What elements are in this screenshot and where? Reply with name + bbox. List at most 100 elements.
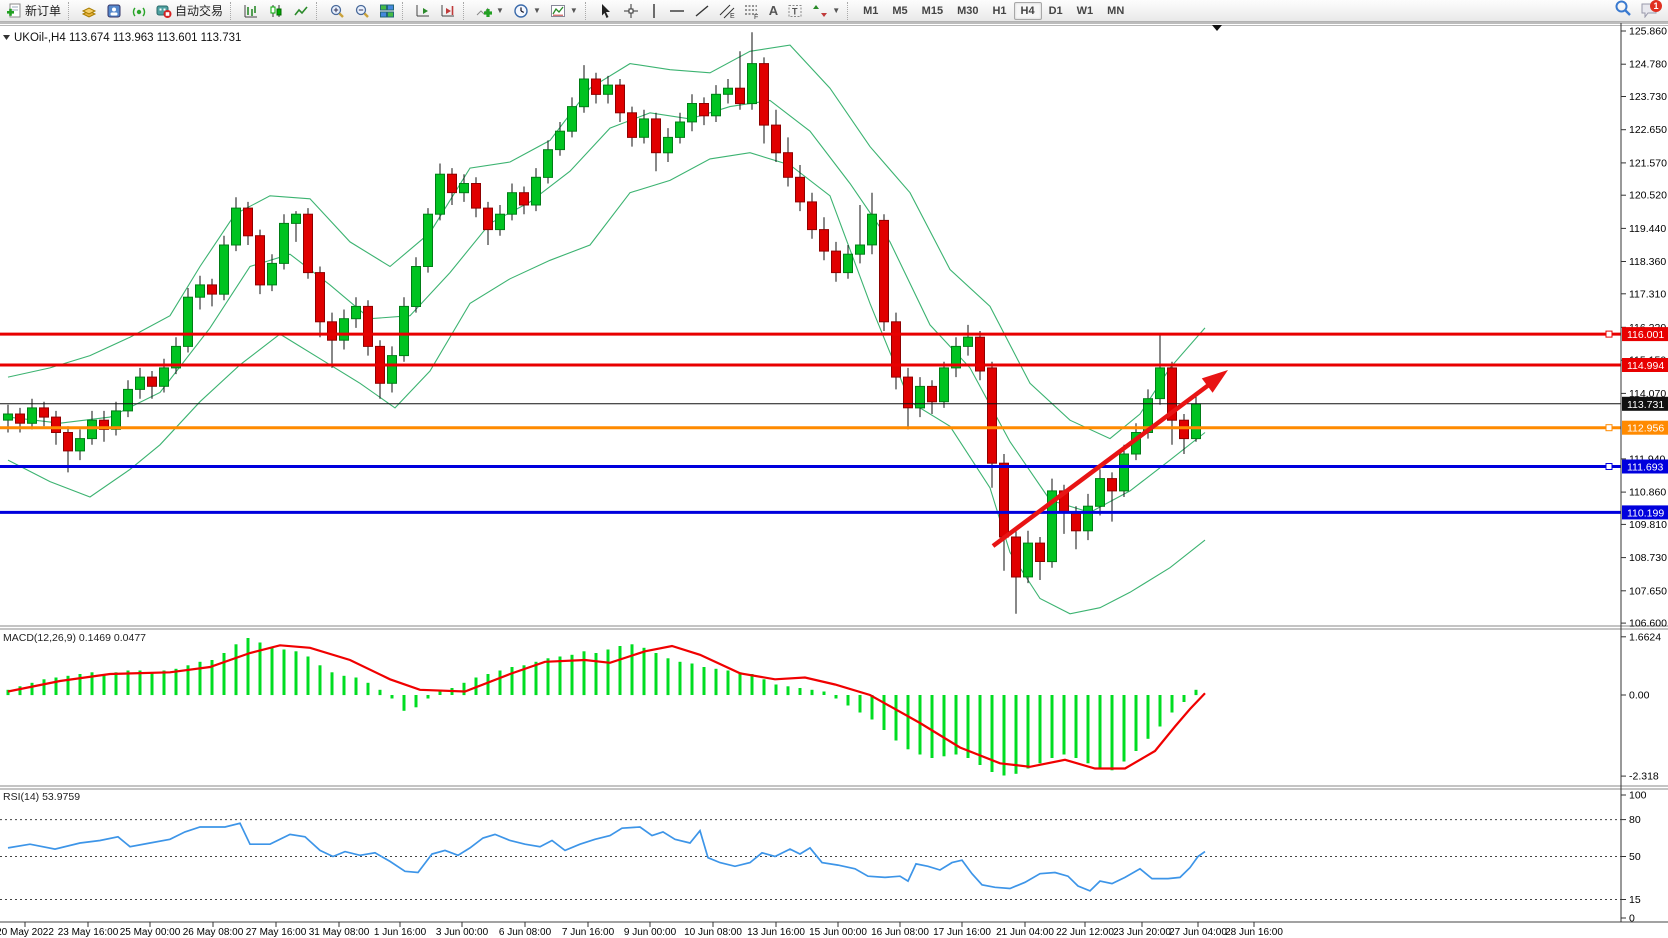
timeframe-m15-button[interactable]: M15: [915, 2, 950, 20]
bollinger-upper: [7, 44, 1206, 440]
timeframe-h4-button[interactable]: H4: [1013, 1, 1042, 20]
horizontal-line-icon: [669, 3, 685, 19]
dropdown-caret: ▼: [832, 6, 841, 15]
horizontal-lines-layer[interactable]: [0, 330, 1621, 514]
navigator-icon: [106, 3, 122, 19]
vertical-line-button[interactable]: [644, 1, 664, 21]
chart-title: UKOil-,H4 113.674 113.963 113.601 113.73…: [14, 32, 241, 44]
price-label-111.693: 111.693: [1627, 462, 1664, 474]
separator: [402, 1, 408, 20]
time-label: 27 May 16:00: [246, 927, 307, 938]
new-order-button[interactable]: 新订单: [2, 1, 65, 21]
line-chart-button[interactable]: [289, 1, 313, 21]
cursor-button[interactable]: [594, 1, 618, 21]
market-watch-icon: [81, 3, 97, 19]
autotrading-icon: [156, 3, 172, 19]
templates-button[interactable]: ▼: [546, 1, 582, 21]
time-label: 16 Jun 08:00: [871, 927, 929, 938]
price-tick: 106.600: [1629, 618, 1667, 630]
text-icon: A: [768, 3, 779, 18]
fibonacci-icon: F: [744, 3, 760, 19]
timeframe-mn-button[interactable]: MN: [1100, 2, 1131, 20]
price-tick: 108.730: [1629, 552, 1667, 564]
symbol-dropdown-icon: [3, 35, 10, 40]
trendline-button[interactable]: [690, 1, 714, 21]
macd-tick: 0.00: [1629, 690, 1650, 702]
trend-arrow-head: [1201, 370, 1228, 393]
zoom-in-icon: [329, 3, 345, 19]
svg-text:F: F: [754, 14, 758, 19]
price-label-112.956: 112.956: [1627, 423, 1664, 435]
time-label: 17 Jun 16:00: [933, 927, 991, 938]
time-label: 15 Jun 00:00: [809, 927, 867, 938]
crosshair-button[interactable]: [619, 1, 643, 21]
price-label-110.199: 110.199: [1627, 507, 1664, 519]
timeframe-w1-button[interactable]: W1: [1070, 2, 1101, 20]
time-label: 23 Jun 20:00: [1113, 927, 1171, 938]
price-tick: 125.860: [1629, 26, 1667, 38]
hline-handle: [1605, 424, 1613, 432]
macd-pane: [6, 638, 1206, 776]
timeframe-h1-button[interactable]: H1: [985, 2, 1013, 20]
time-label: 23 May 16:00: [58, 927, 119, 938]
text-label-button[interactable]: T: [783, 1, 807, 21]
search-icon[interactable]: [1614, 0, 1632, 22]
time-label: 20 May 2022: [0, 927, 54, 938]
tile-windows-button[interactable]: [375, 1, 399, 21]
fibonacci-button[interactable]: F: [740, 1, 764, 21]
text-button[interactable]: A: [765, 1, 782, 21]
timeframe-m30-button[interactable]: M30: [950, 2, 985, 20]
vertical-line-icon: [648, 3, 660, 19]
time-label: 7 Jun 16:00: [562, 927, 615, 938]
price-tick: 110.860: [1629, 487, 1666, 499]
time-label: 27 Jun 04:00: [1169, 927, 1227, 938]
bar-chart-button[interactable]: [239, 1, 263, 21]
zoom-out-icon: [354, 3, 370, 19]
line-chart-icon: [293, 3, 309, 19]
time-label: 1 Jun 16:00: [374, 927, 427, 938]
svg-text:E: E: [730, 13, 735, 19]
signals-button[interactable]: [127, 1, 151, 21]
equidistant-channel-button[interactable]: E: [715, 1, 739, 21]
rsi-tick: 15: [1629, 894, 1641, 906]
navigator-button[interactable]: [102, 1, 126, 21]
time-label: 25 May 00:00: [120, 927, 181, 938]
time-label: 22 Jun 12:00: [1056, 927, 1114, 938]
market-watch-button[interactable]: [77, 1, 101, 21]
chart-canvas[interactable]: 125.860 124.780 123.730 122.650 121.570 120.5…: [0, 22, 1668, 938]
rsi-pane: [0, 819, 1621, 900]
price-label-116.001: 116.001: [1627, 329, 1664, 341]
arrows-tool-button[interactable]: ▼: [808, 1, 844, 21]
timeframe-d1-button[interactable]: D1: [1042, 2, 1070, 20]
axes-layer: 125.860 124.780 123.730 122.650 121.570 120.5…: [0, 22, 1668, 938]
separator: [463, 1, 469, 20]
time-label: 31 May 08:00: [309, 927, 370, 938]
zoom-in-button[interactable]: [325, 1, 349, 21]
macd-label: MACD(12,26,9) 0.1469 0.0477: [3, 632, 146, 644]
timeframe-m5-button[interactable]: M5: [885, 2, 914, 20]
time-label: 28 Jun 16:00: [1225, 927, 1283, 938]
trendline-icon: [694, 3, 710, 19]
text-label-icon: T: [787, 3, 803, 19]
chart-shift-button[interactable]: [436, 1, 460, 21]
autotrading-button[interactable]: 自动交易: [152, 1, 227, 21]
periods-button[interactable]: ▼: [509, 1, 545, 21]
auto-scroll-button[interactable]: [411, 1, 435, 21]
horizontal-line-button[interactable]: [665, 1, 689, 21]
notifications-button[interactable]: 1: [1640, 0, 1662, 20]
signals-icon: [131, 3, 147, 19]
rsi-tick: 100: [1629, 790, 1647, 802]
trend-arrow-line[interactable]: [991, 382, 1212, 548]
indicators-button[interactable]: ▼: [472, 1, 508, 21]
zoom-out-button[interactable]: [350, 1, 374, 21]
timeframe-m1-button[interactable]: M1: [856, 2, 885, 20]
autotrading-label: 自动交易: [175, 4, 224, 18]
arrows-tool-icon: [812, 3, 828, 19]
price-label-114.994: 114.994: [1627, 360, 1664, 372]
candlestick-button[interactable]: [264, 1, 288, 21]
price-label-113.731: 113.731: [1627, 399, 1664, 411]
macd-tick: -2.318: [1629, 771, 1659, 783]
macd-tick: 1.6624: [1629, 631, 1661, 643]
annotations-layer: UKOil-,H4 113.674 113.963 113.601 113.73…: [3, 25, 1228, 803]
separator: [230, 1, 236, 20]
